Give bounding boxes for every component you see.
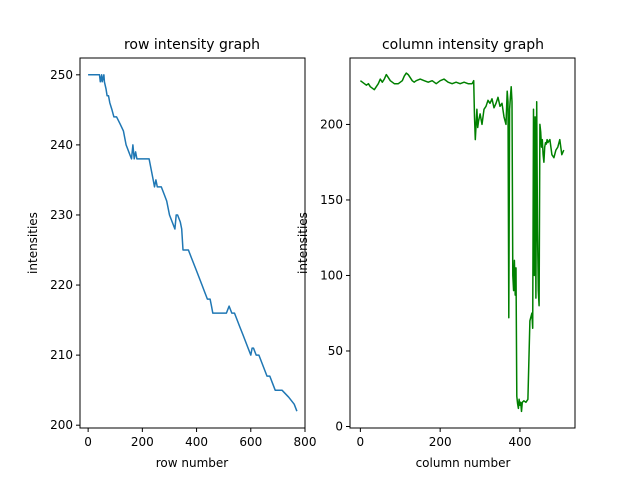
x-tick-label: 0: [357, 435, 365, 449]
row-chart-xlabel: row number: [156, 456, 229, 470]
y-tick-label: 250: [50, 68, 73, 82]
row-chart-xticks: 0 200 400 600 800: [84, 428, 316, 449]
y-tick-label: 220: [50, 278, 73, 292]
column-chart-frame: [349, 57, 576, 429]
y-tick-label: 200: [50, 418, 73, 432]
y-tick-label: 240: [50, 138, 73, 152]
y-tick-label: 100: [320, 268, 343, 282]
row-chart-yticks: 200 210 220 230 240 250: [50, 68, 80, 432]
row-chart-title: row intensity graph: [124, 37, 260, 53]
y-tick-label: 210: [50, 348, 73, 362]
row-intensity-series-line: [88, 74, 298, 412]
column-chart-yticks: 0 50 100 150 200: [320, 117, 350, 433]
column-chart-ylabel: intensities: [296, 212, 310, 274]
x-tick-label: 0: [84, 435, 92, 449]
y-tick-label: 230: [50, 208, 73, 222]
column-intensity-series-line: [359, 72, 565, 413]
x-tick-label: 200: [131, 435, 154, 449]
row-chart-ylabel: intensities: [26, 212, 40, 274]
column-chart-title: column intensity graph: [382, 37, 544, 53]
x-tick-label: 600: [239, 435, 262, 449]
x-tick-label: 400: [508, 435, 531, 449]
y-tick-label: 0: [335, 419, 343, 433]
y-tick-label: 50: [328, 344, 343, 358]
row-chart-frame: [79, 57, 306, 429]
row-intensity-chart: row intensity graph 0 200 400 600 800 200 210…: [26, 37, 316, 470]
x-tick-label: 400: [185, 435, 208, 449]
y-tick-label: 150: [320, 193, 343, 207]
column-intensity-chart: column intensity graph 0 200 400 0 50 100 150…: [296, 37, 576, 470]
x-tick-label: 800: [294, 435, 317, 449]
y-tick-label: 200: [320, 117, 343, 131]
column-chart-xlabel: column number: [416, 456, 511, 470]
x-tick-label: 200: [429, 435, 452, 449]
column-chart-xticks: 0 200 400: [357, 428, 531, 449]
